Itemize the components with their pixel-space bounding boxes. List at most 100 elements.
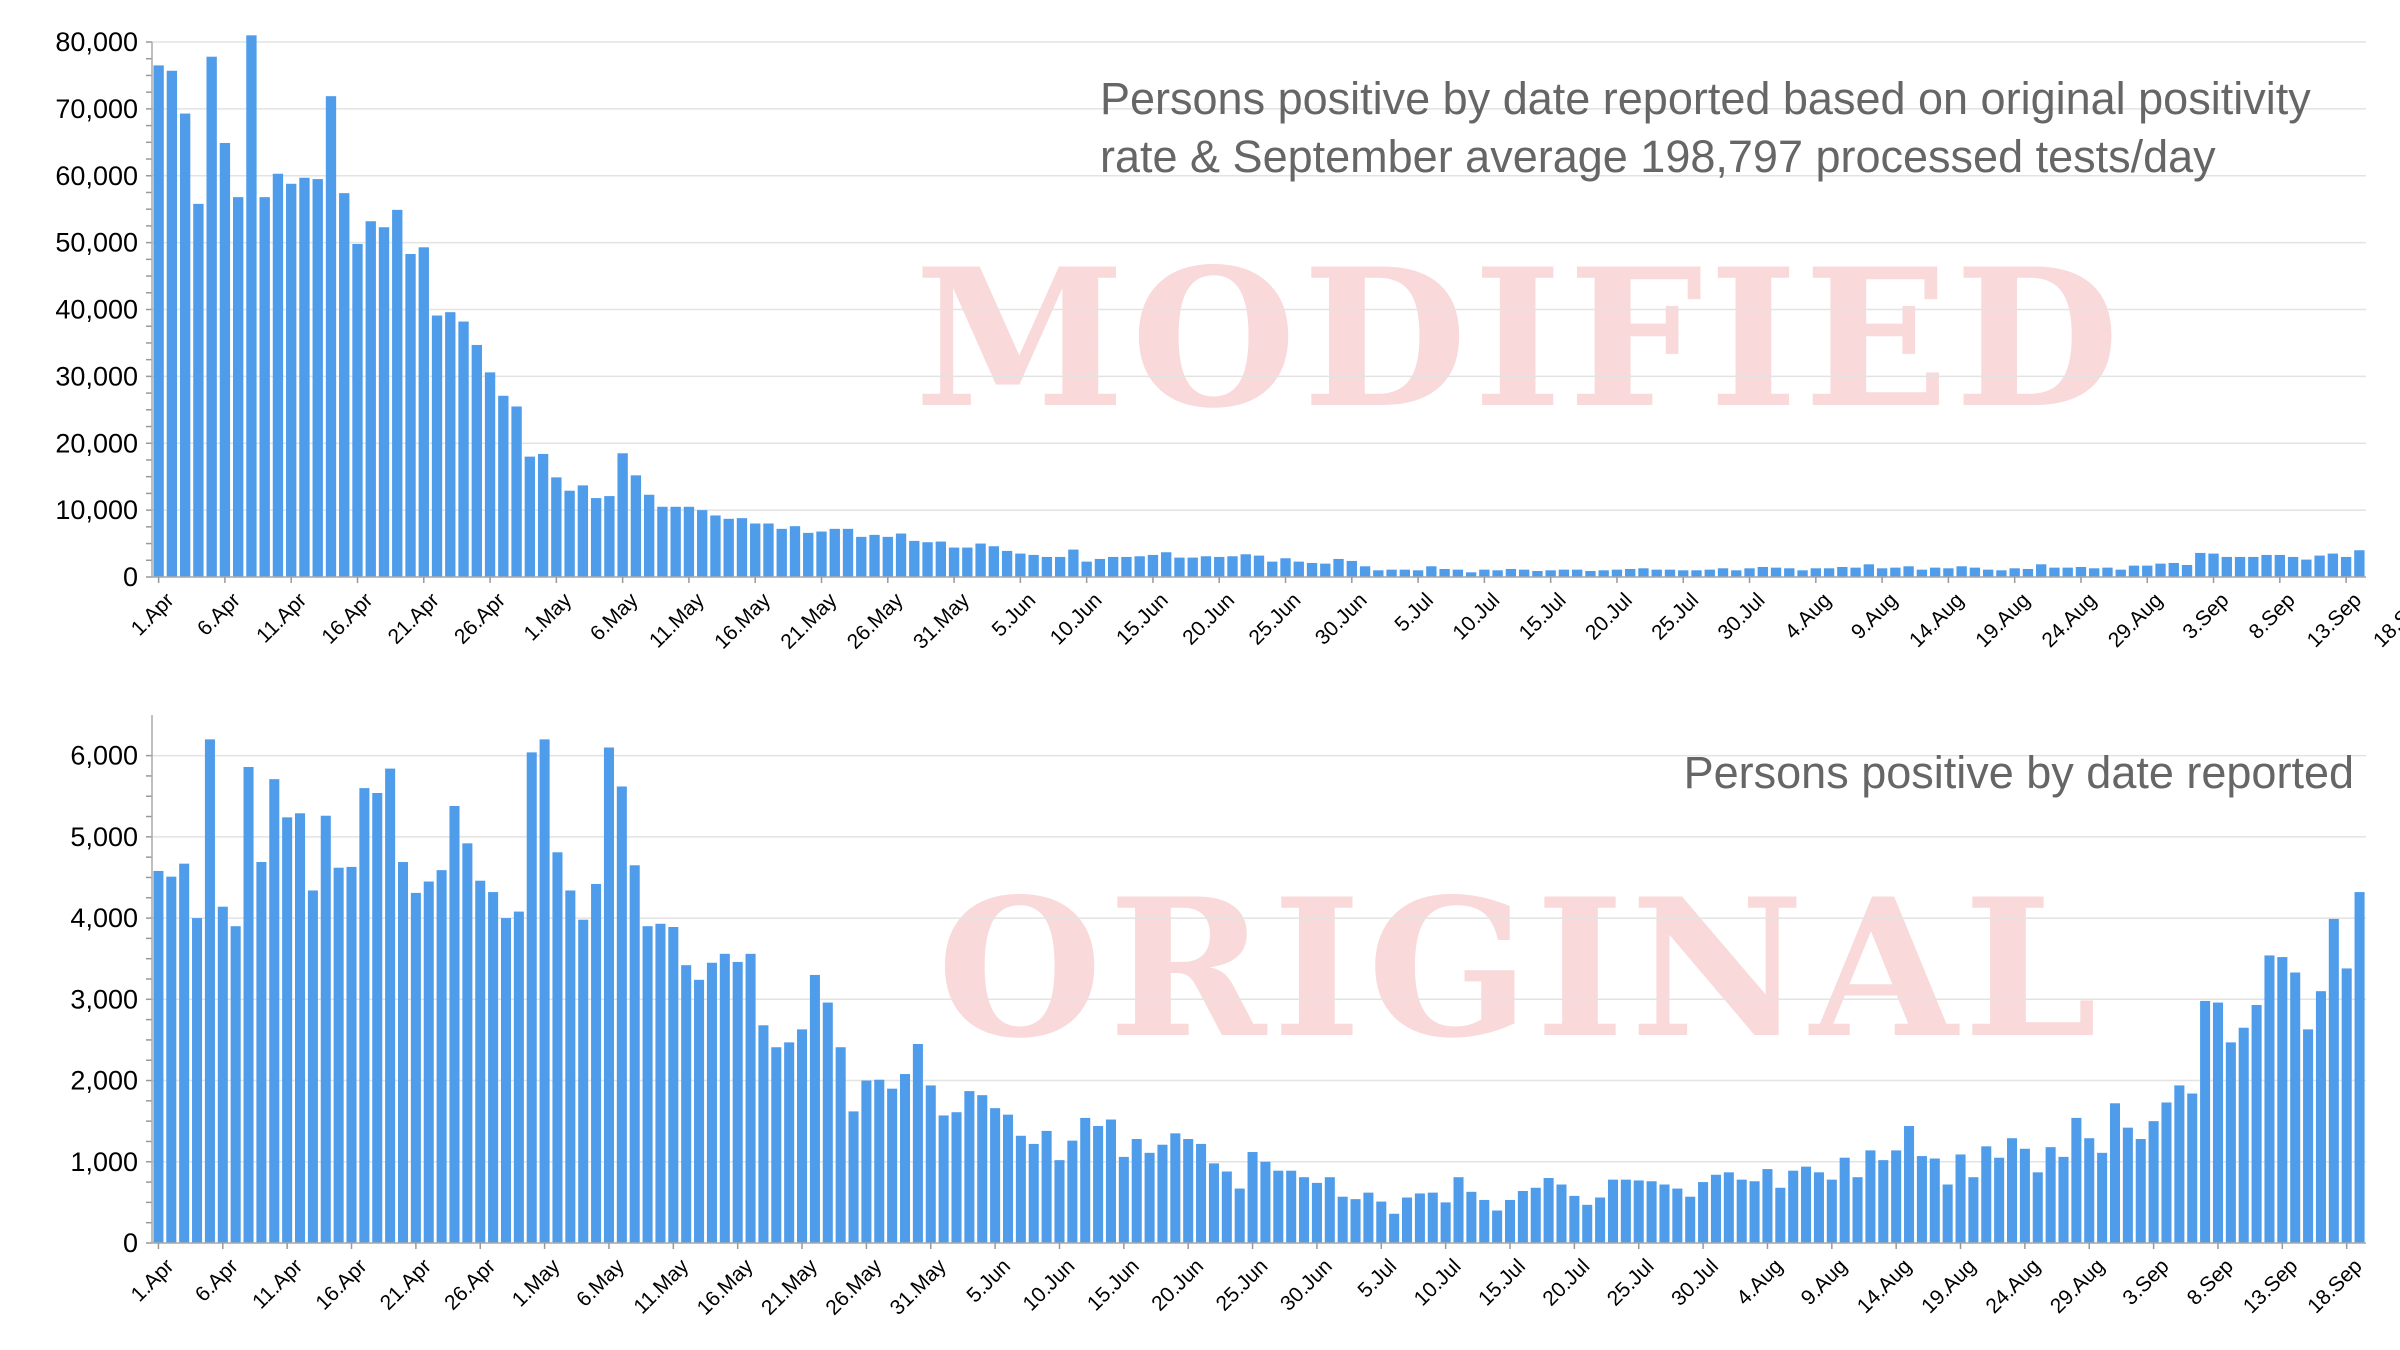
chart-title-line: Persons positive by date reported based … [1100,73,2311,124]
bar [2168,562,2179,577]
x-tick-label: 25.Jun [1245,589,1306,650]
bar [1068,549,1079,577]
bar [962,547,973,577]
bar [2354,550,2365,577]
x-tick-label: 18.Sep [2369,589,2400,652]
bar [2161,1102,2172,1243]
bar [1863,564,1875,577]
x-tick-label: 6.May [572,1254,629,1311]
bar [2315,991,2326,1243]
bar [1775,1187,1786,1243]
x-tick-label: 15.Jul [1515,589,1571,645]
bar [2314,555,2325,577]
bar [1982,569,1994,577]
bar [1664,569,1676,577]
bar [590,498,602,577]
bar [552,852,563,1243]
bar [750,523,761,577]
bar [2102,567,2113,577]
y-tick-label: 60,000 [55,161,138,191]
bar [578,919,589,1243]
bar [2045,1147,2056,1243]
x-tick-label: 5.Jun [962,1255,1015,1308]
bar [758,1025,769,1243]
x-tick-label: 8.Sep [2245,589,2300,644]
bar [410,892,421,1243]
bar [1530,1187,1541,1243]
bar [694,979,705,1243]
bar [630,475,642,577]
bar [1810,568,1821,577]
bar [723,518,734,577]
bar [320,815,331,1243]
bar [1399,569,1411,577]
bar [179,113,191,578]
bar [938,1115,949,1243]
x-tick-label: 20.Jul [1581,589,1637,645]
bar [617,453,628,577]
bar [1598,570,1609,577]
bar [1904,1126,1915,1243]
bar [230,926,241,1243]
bar [1749,1181,1760,1243]
bar [784,1042,795,1243]
bar [1797,570,1808,577]
bar [2303,1029,2314,1243]
x-tick-label: 20.Jun [1147,1255,1208,1316]
x-tick-label: 11.Apr [248,1255,307,1314]
x-tick-label: 16.May [693,1254,758,1319]
bar [500,918,512,1243]
bar [1891,1150,1902,1243]
bar [1247,1152,1258,1243]
bar [1260,1161,1271,1243]
bar [842,528,854,577]
y-tick-label: 10,000 [55,495,138,525]
x-tick-label: 30.Jul [1667,1255,1723,1311]
bar [887,1088,898,1243]
y-tick-label: 6,000 [70,741,138,771]
bar [1412,570,1424,577]
bar [2200,1000,2211,1243]
bar [912,1043,923,1243]
bar [835,1047,846,1243]
bar [1346,560,1357,577]
x-tick-label: 25.Jun [1212,1255,1273,1316]
modified-chart-panel: MODIFIED 0 10,000 20,000 30,000 40,000 50,000 6… [55,27,2400,654]
bar [1955,1154,1966,1243]
bar [1770,567,1782,577]
bar [206,56,217,577]
y-tick-label: 40,000 [55,295,138,325]
bar [511,406,522,577]
bar [1200,556,1212,577]
bar [166,70,178,577]
bar [1015,1135,1026,1243]
bar [1731,570,1742,577]
bar [1582,1204,1593,1243]
bar [1678,570,1689,577]
bar [1273,1170,1284,1243]
bar [1823,568,1835,577]
x-tick-label: 10.Jul [1448,589,1504,645]
bar [1942,1184,1953,1243]
bar [789,526,801,577]
bar [352,243,363,577]
bar [2071,1117,2082,1243]
bar [2264,955,2275,1243]
bar [286,183,297,577]
bar [1685,1196,1696,1243]
x-tick-label: 11.Apr [252,589,311,648]
bar [1607,1179,1619,1243]
bar [861,1080,872,1243]
bar [1505,568,1517,577]
x-tick-label: 30.Jun [1311,589,1372,650]
bar [816,531,827,577]
bar [166,876,177,1243]
x-tick-label: 25.Jul [1647,589,1703,645]
bar [1427,1192,1438,1243]
bar [948,547,960,577]
bar [2221,556,2232,577]
bar [1214,556,1225,577]
bar [1585,570,1596,577]
bar [745,953,756,1243]
bar [1479,1199,1490,1243]
